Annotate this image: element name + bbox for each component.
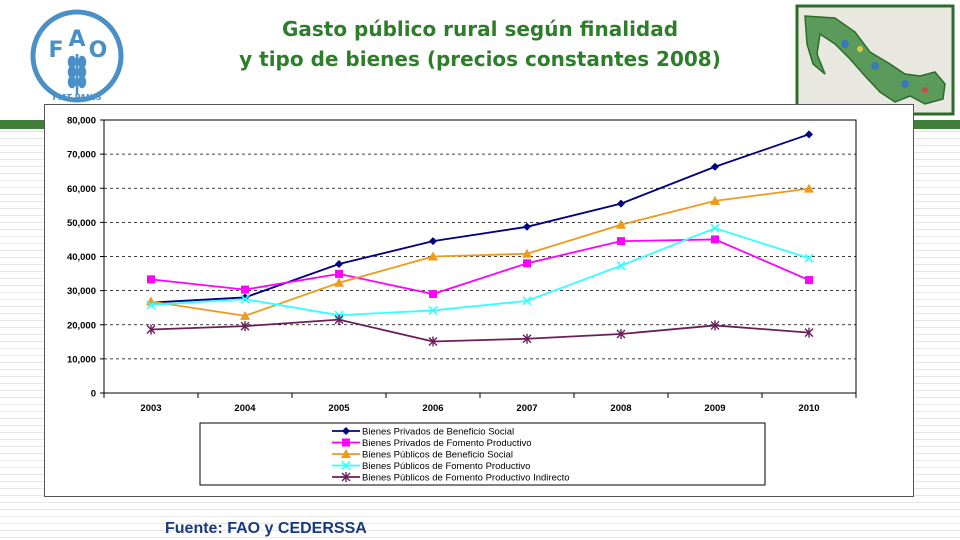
legend-box [199,422,766,486]
data-point [522,333,532,344]
legend-swatch-marker [342,427,350,435]
data-point [804,253,814,263]
data-point [616,328,626,339]
data-point [805,276,813,285]
series-line-4 [150,227,810,317]
x-tick-label: 2003 [140,403,161,414]
data-point [335,260,343,269]
data-point [711,235,719,244]
data-point [240,321,250,332]
legend-label: Bienes Públicos de Beneficio Social [362,450,513,461]
y-tick-label: 50,000 [67,218,96,229]
source-note: Fuente: FAO y CEDERSSA [165,520,367,537]
data-point [617,199,625,208]
data-point [616,219,626,229]
data-point [522,296,532,306]
data-point [710,320,720,331]
data-point [804,183,814,193]
data-point [710,223,720,233]
data-point [240,310,250,320]
x-tick-label: 2005 [328,403,350,414]
data-point [523,222,531,231]
logo-motto: FIAT PANIS [52,93,101,102]
data-point [146,300,156,310]
data-point [147,275,155,284]
legend-swatch-marker [341,472,351,482]
data-point [428,305,438,315]
legend-label: Bienes Públicos de Fomento Productivo [362,461,530,472]
x-tick-label: 2008 [610,403,631,414]
data-point [241,293,249,302]
y-tick-label: 20,000 [67,320,96,331]
series-line-5 [150,318,810,343]
plot-area [103,119,857,394]
wheat-icon [67,54,87,94]
x-tick-label: 2010 [798,403,819,414]
title-line-1: Gasto público rural según finalidad [281,17,679,41]
data-point [146,324,156,335]
y-tick-label: 70,000 [67,150,96,161]
legend-label: Bienes Privados de Beneficio Social [362,427,514,438]
mexico-map-image [795,4,955,116]
x-tick-label: 2004 [234,403,256,414]
data-point [428,336,438,347]
data-point [334,277,344,287]
fao-logo: F A O FIAT PANIS [30,9,124,103]
line-chart: 0 10,000 20,000 30,000 40,000 50,000 60,000 70,… [67,116,857,486]
legend-swatch-marker [342,438,350,447]
logo-letter-o: O [89,38,108,63]
legend-label: Bienes Privados de Fomento Productivo [362,438,532,449]
data-point [335,269,343,278]
data-point [240,294,250,304]
y-tick-label: 60,000 [67,184,96,195]
data-point [429,290,437,299]
page-title: Gasto público rural según finalidad y ti… [150,14,810,74]
x-tick-label: 2006 [422,403,443,414]
logo-letter-f: F [48,38,63,63]
data-point [523,259,531,268]
data-point [804,327,814,338]
data-point [711,162,719,171]
y-tick-label: 80,000 [67,116,96,127]
title-line-2: y tipo de bienes (precios constantes 200… [239,47,721,71]
y-tick-label: 40,000 [67,252,96,263]
legend-swatch-marker [341,460,351,471]
data-point [522,248,532,258]
series-line-1 [150,133,810,304]
data-point [241,285,249,294]
y-tick-label: 0 [91,389,96,400]
data-point [617,237,625,246]
legend-label: Bienes Públicos de Fomento Productivo In… [362,473,570,484]
chart-frame: 0 10,000 20,000 30,000 40,000 50,000 60,000 70,… [44,104,914,497]
x-tick-label: 2007 [516,403,537,414]
series-line-3 [150,187,810,317]
legend-swatch-marker [341,449,351,458]
logo-letter-a: A [68,27,85,52]
data-point [805,130,813,139]
data-point [616,261,626,271]
y-tick-label: 10,000 [67,354,96,365]
data-point [710,195,720,205]
data-point [429,237,437,246]
data-point [334,314,344,325]
y-tick-label: 30,000 [67,286,96,297]
x-tick-label: 2009 [704,403,725,414]
series-line-2 [150,238,810,295]
data-point [428,251,438,261]
